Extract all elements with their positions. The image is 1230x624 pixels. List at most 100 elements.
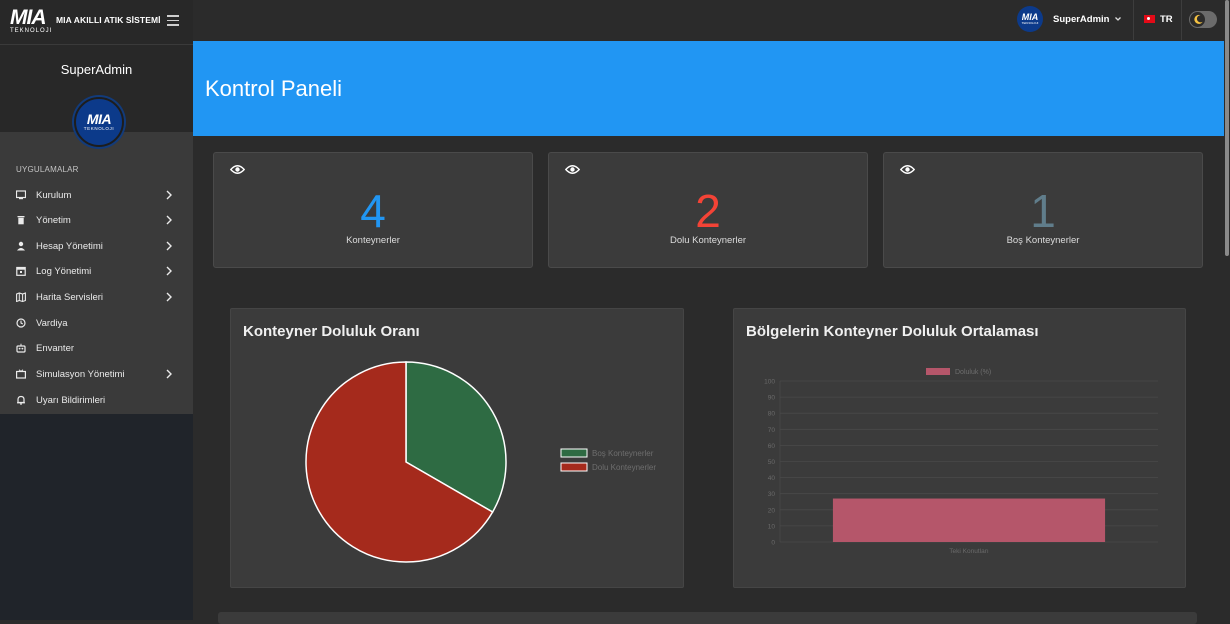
eye-icon[interactable] bbox=[565, 164, 580, 175]
sidebar-item-label: Hesap Yönetimi bbox=[36, 240, 103, 252]
topbar-avatar-subtext: TEKNOLOJI bbox=[1021, 21, 1039, 25]
moon-icon bbox=[1194, 14, 1203, 24]
turkey-flag-icon[interactable] bbox=[1144, 15, 1155, 23]
y-tick-label: 100 bbox=[764, 379, 775, 386]
logo-text: MIA bbox=[10, 6, 47, 29]
stat-value: 2 bbox=[695, 185, 721, 237]
y-tick-label: 30 bbox=[768, 491, 776, 498]
topbar-avatar-text: MIA bbox=[1021, 12, 1039, 22]
sidebar-user-name: SuperAdmin bbox=[60, 62, 133, 77]
y-tick-label: 10 bbox=[768, 523, 776, 530]
sidebar-item-label: Simulasyon Yönetimi bbox=[36, 368, 125, 380]
toggle-knob bbox=[1190, 12, 1205, 27]
theme-toggle[interactable] bbox=[1189, 11, 1217, 28]
topbar-avatar[interactable]: MIA TEKNOLOJI bbox=[1017, 6, 1043, 32]
bar-chart-card: Bölgelerin Konteyner Doluluk Ortalaması … bbox=[733, 308, 1186, 588]
sidebar-item-uyari-bildirimleri[interactable]: Uyarı Bildirimleri bbox=[0, 389, 193, 411]
sidebar-item-label: Log Yönetimi bbox=[36, 265, 92, 277]
sidebar-user-block: SuperAdmin MIA TEKNOLOJI bbox=[0, 45, 193, 147]
user-icon bbox=[16, 241, 26, 251]
y-tick-label: 70 bbox=[768, 427, 776, 434]
page-scrollbar[interactable] bbox=[1224, 0, 1230, 620]
language-selector[interactable]: TR bbox=[1160, 14, 1173, 25]
avatar-logo-text: MIA bbox=[86, 111, 112, 127]
clock-icon bbox=[16, 318, 26, 328]
page-header-banner: Kontrol Paneli bbox=[193, 41, 1224, 136]
brand-title: MIA AKILLI ATIK SİSTEMİ bbox=[56, 15, 161, 25]
stat-card-bos-konteynerler[interactable]: 1 Boş Konteynerler bbox=[883, 152, 1203, 268]
chevron-right-icon bbox=[166, 369, 172, 379]
menu-section-header: UYGULAMALAR bbox=[16, 165, 79, 174]
topbar-divider bbox=[1181, 0, 1182, 40]
legend-swatch-0[interactable] bbox=[560, 448, 588, 458]
chevron-right-icon bbox=[166, 266, 172, 276]
sidebar-item-envanter[interactable]: Envanter bbox=[0, 337, 193, 359]
sidebar: MIA TEKNOLOJI MIA AKILLI ATIK SİSTEMİ Su… bbox=[0, 0, 193, 620]
topbar-divider bbox=[1133, 0, 1134, 40]
pie-slice-0[interactable] bbox=[405, 361, 507, 514]
page-title: Kontrol Paneli bbox=[205, 76, 342, 101]
stat-card-konteynerler[interactable]: 4 Konteynerler bbox=[213, 152, 533, 268]
pie-chart-card: Konteyner Doluluk Oranı Boş Konteynerler… bbox=[230, 308, 684, 588]
x-tick-label: Teki Konutları bbox=[949, 548, 989, 555]
robot-icon bbox=[16, 343, 26, 353]
tv-icon bbox=[16, 369, 26, 379]
stat-card-dolu-konteynerler[interactable]: 2 Dolu Konteynerler bbox=[548, 152, 868, 268]
pie-chart: Boş Konteynerler Dolu Konteynerler bbox=[305, 361, 656, 563]
brand-bar: MIA TEKNOLOJI MIA AKILLI ATIK SİSTEMİ bbox=[0, 0, 193, 45]
pie-slice-1[interactable] bbox=[305, 361, 494, 563]
legend-swatch-1[interactable] bbox=[560, 462, 588, 472]
bottom-card bbox=[218, 612, 1197, 624]
legend-label-0[interactable]: Boş Konteynerler bbox=[592, 449, 654, 458]
hamburger-menu-icon[interactable] bbox=[167, 15, 179, 27]
bar[interactable] bbox=[832, 498, 1106, 542]
calendar-icon bbox=[16, 266, 26, 276]
brand-logo[interactable]: MIA TEKNOLOJI bbox=[10, 6, 53, 34]
sidebar-item-log-yonetimi[interactable]: Log Yönetimi bbox=[0, 260, 193, 282]
y-tick-label: 20 bbox=[768, 507, 776, 514]
chevron-right-icon bbox=[166, 241, 172, 251]
stat-label: Boş Konteynerler bbox=[1006, 235, 1080, 246]
y-tick-label: 80 bbox=[768, 411, 776, 418]
eye-icon[interactable] bbox=[230, 164, 245, 175]
sidebar-item-label: Yönetim bbox=[36, 214, 71, 226]
avatar[interactable]: MIA TEKNOLOJI bbox=[74, 97, 124, 147]
legend-label-1[interactable]: Dolu Konteynerler bbox=[592, 463, 656, 472]
legend-label[interactable]: Doluluk (%) bbox=[955, 369, 991, 376]
topbar-user-name[interactable]: SuperAdmin bbox=[1053, 14, 1110, 25]
stat-value: 4 bbox=[360, 185, 386, 237]
sidebar-item-simulasyon-yonetimi[interactable]: Simulasyon Yönetimi bbox=[0, 363, 193, 385]
pie-chart-title: Konteyner Doluluk Oranı bbox=[243, 323, 420, 340]
sidebar-item-kurulum[interactable]: Kurulum bbox=[0, 184, 193, 206]
stat-label: Dolu Konteynerler bbox=[669, 235, 747, 246]
legend-swatch[interactable] bbox=[926, 368, 950, 375]
sidebar-item-harita-servisleri[interactable]: Harita Servisleri bbox=[0, 286, 193, 308]
map-icon bbox=[16, 292, 26, 302]
stat-value: 1 bbox=[1030, 185, 1056, 237]
trash-icon bbox=[16, 215, 26, 225]
avatar-logo-subtext: TEKNOLOJI bbox=[83, 126, 115, 131]
sidebar-item-yonetim[interactable]: Yönetim bbox=[0, 209, 193, 231]
sidebar-menu: UYGULAMALAR Kurulum Yönetim Hesap Yöneti… bbox=[0, 132, 193, 414]
y-tick-label: 0 bbox=[771, 540, 775, 547]
sidebar-item-label: Vardiya bbox=[36, 317, 68, 329]
sidebar-item-label: Harita Servisleri bbox=[36, 291, 104, 303]
y-tick-label: 40 bbox=[768, 475, 776, 482]
sidebar-item-label: Kurulum bbox=[36, 189, 72, 201]
stat-label: Konteynerler bbox=[346, 235, 400, 246]
chevron-right-icon bbox=[166, 292, 172, 302]
eye-icon[interactable] bbox=[900, 164, 915, 175]
sidebar-item-label: Envanter bbox=[36, 342, 75, 354]
scrollbar-thumb[interactable] bbox=[1225, 0, 1229, 256]
y-tick-label: 60 bbox=[768, 443, 776, 450]
bar-chart: Doluluk (%) 0 10 20 30 40 50 60 70 80 90 100 Teki Ko… bbox=[764, 368, 1158, 555]
chevron-down-icon[interactable] bbox=[1114, 14, 1122, 24]
y-tick-label: 50 bbox=[768, 459, 776, 466]
chevron-right-icon bbox=[166, 215, 172, 225]
bar-chart-title: Bölgelerin Konteyner Doluluk Ortalaması bbox=[746, 323, 1039, 340]
sidebar-item-vardiya[interactable]: Vardiya bbox=[0, 312, 193, 334]
monitor-icon bbox=[16, 190, 26, 200]
bell-icon bbox=[16, 395, 26, 405]
sidebar-item-hesap-yonetimi[interactable]: Hesap Yönetimi bbox=[0, 235, 193, 257]
logo-subtext: TEKNOLOJI bbox=[10, 28, 53, 34]
